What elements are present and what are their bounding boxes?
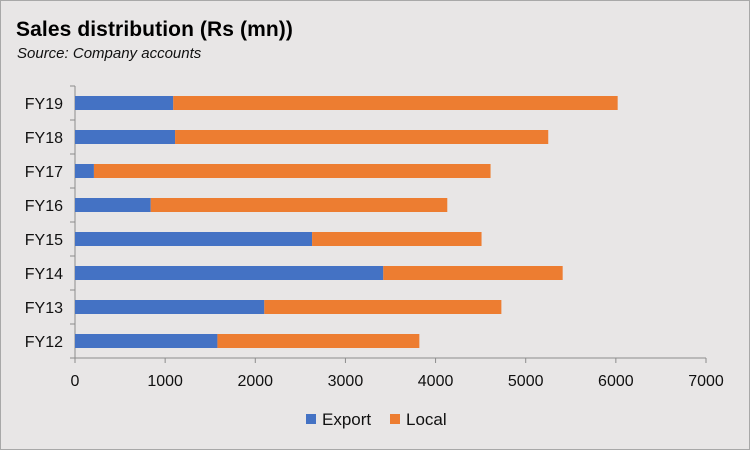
chart-title: Sales distribution (Rs (mn)) xyxy=(16,18,293,41)
bar-export-fy16 xyxy=(75,198,151,212)
category-label: FY13 xyxy=(25,300,63,317)
bar-export-fy18 xyxy=(75,130,176,144)
category-label: FY16 xyxy=(25,198,63,215)
bar-local-fy16 xyxy=(150,198,448,212)
x-tick-label: 0 xyxy=(71,373,80,390)
x-tick-label: 7000 xyxy=(688,373,724,390)
bar-local-fy14 xyxy=(383,266,563,280)
bar-export-fy17 xyxy=(75,164,94,178)
bar-local-fy19 xyxy=(173,96,618,110)
legend-label-export: Export xyxy=(322,410,371,429)
x-tick-label: 2000 xyxy=(237,373,273,390)
legend-swatch-export xyxy=(306,414,316,424)
x-tick-label: 6000 xyxy=(598,373,634,390)
category-label: FY17 xyxy=(25,164,63,181)
bar-export-fy12 xyxy=(75,334,218,348)
x-tick-label: 3000 xyxy=(328,373,364,390)
chart-subtitle: Source: Company accounts xyxy=(17,45,202,62)
category-label: FY18 xyxy=(25,130,63,147)
bar-export-fy15 xyxy=(75,232,313,246)
x-tick-label: 1000 xyxy=(147,373,183,390)
bar-export-fy14 xyxy=(75,266,384,280)
bar-local-fy13 xyxy=(264,300,502,314)
bar-local-fy17 xyxy=(93,164,491,178)
x-tick-label: 4000 xyxy=(418,373,454,390)
bar-export-fy19 xyxy=(75,96,174,110)
bar-export-fy13 xyxy=(75,300,265,314)
category-label: FY19 xyxy=(25,96,63,113)
category-label: FY14 xyxy=(25,266,63,283)
bar-local-fy18 xyxy=(175,130,549,144)
legend-swatch-local xyxy=(390,414,400,424)
category-label: FY15 xyxy=(25,232,63,249)
bar-local-fy15 xyxy=(312,232,482,246)
bar-local-fy12 xyxy=(217,334,420,348)
category-label: FY12 xyxy=(25,334,63,351)
x-tick-label: 5000 xyxy=(508,373,544,390)
legend-label-local: Local xyxy=(406,410,447,429)
